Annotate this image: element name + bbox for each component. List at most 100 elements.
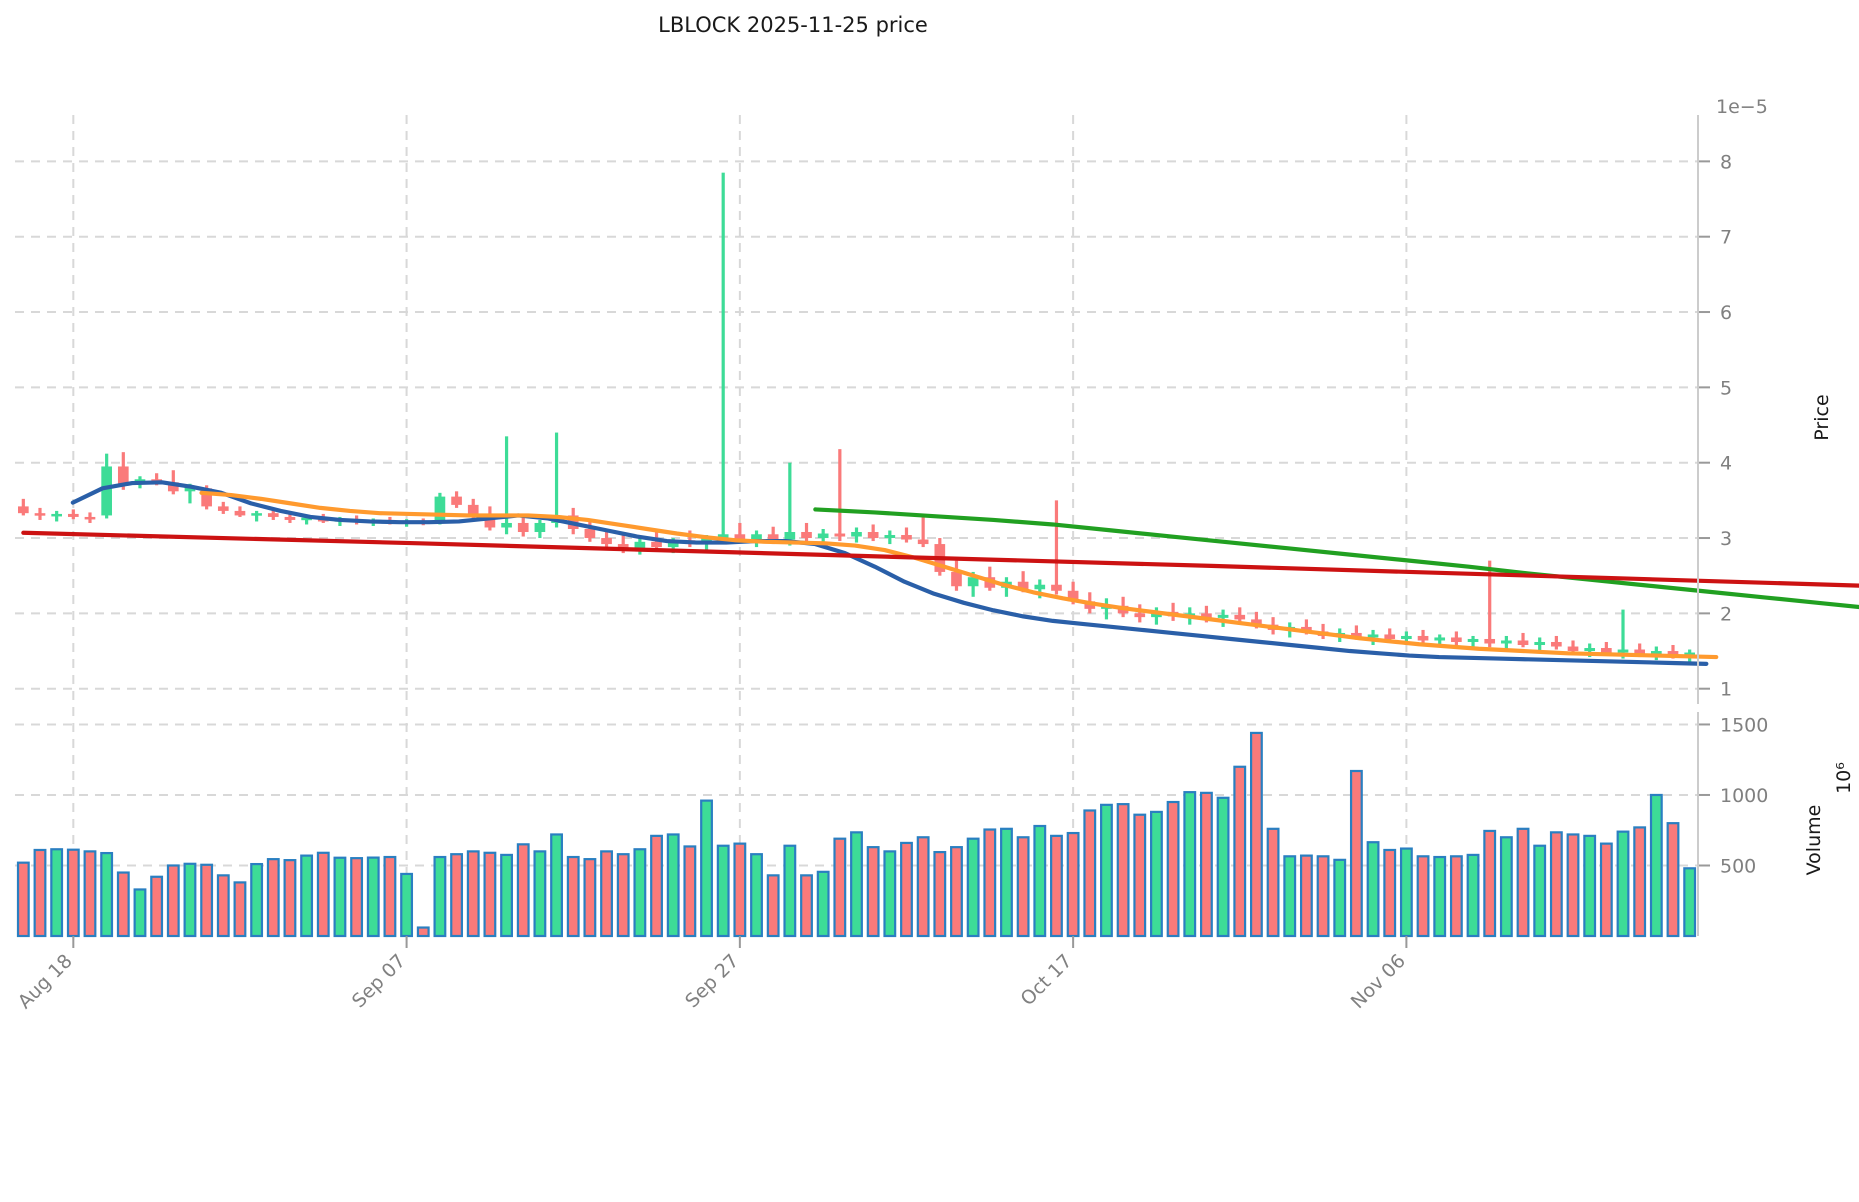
volume-tick-label: 1000 (1720, 785, 1768, 807)
volume-bar (383, 855, 397, 938)
price-tick-label: 2 (1720, 603, 1732, 625)
candle-body (801, 532, 812, 539)
candle-body (251, 513, 262, 516)
volume-bar (616, 853, 630, 938)
candlestick (467, 498, 479, 522)
candle-wick (1054, 500, 1059, 595)
candle-body (1501, 640, 1512, 644)
candle-body (267, 513, 279, 517)
candlestick (217, 501, 229, 514)
price-exponent-label: 1e−5 (1716, 96, 1768, 118)
volume-bar (1466, 853, 1480, 938)
volume-bar (1383, 848, 1397, 938)
candle-body (434, 496, 446, 523)
price-tick-label: 6 (1720, 302, 1732, 324)
candle-body (884, 535, 896, 539)
candle-body (1634, 649, 1646, 655)
candle-wick (921, 515, 925, 548)
candle-body (1417, 635, 1429, 641)
candle-body (951, 571, 962, 587)
volume-bar (1649, 793, 1663, 938)
candlestick (1467, 635, 1479, 650)
candle-body (1134, 613, 1146, 618)
candle-body (301, 517, 312, 521)
candle-body (834, 533, 846, 537)
candlestick (1434, 634, 1446, 648)
volume-bar (850, 831, 863, 938)
volume-bar (883, 850, 897, 938)
candle-wick (188, 483, 192, 504)
volume-bar (833, 837, 847, 938)
candle-body (1434, 637, 1446, 641)
candlestick (1501, 635, 1512, 652)
candle-wick (721, 172, 725, 545)
candlestick (917, 515, 929, 548)
volume-bar (1416, 855, 1430, 938)
candlestick (1034, 579, 1046, 599)
candle-wick (554, 432, 559, 528)
candle-body (901, 535, 912, 540)
volume-bar (1333, 858, 1347, 938)
volume-bar (783, 844, 797, 938)
volume-bar (950, 846, 963, 938)
candle-body (601, 538, 612, 545)
candlestick (1301, 619, 1312, 635)
candle-wick (1304, 619, 1309, 635)
volume-bar (1233, 765, 1247, 938)
volume-bar (1366, 841, 1380, 938)
candlestick (1234, 607, 1246, 624)
candlestick (1217, 609, 1229, 627)
volume-bar (200, 863, 214, 938)
candlestick (901, 527, 912, 543)
candlestick (284, 512, 296, 523)
volume-bar (550, 833, 563, 938)
candlestick (1451, 631, 1462, 646)
candle-body (467, 504, 479, 516)
volume-bar (566, 855, 580, 938)
volume-bar (1349, 769, 1363, 938)
candle-wick (621, 534, 625, 554)
volume-bar (966, 837, 980, 938)
candle-wick (1354, 625, 1359, 640)
candlestick (1601, 641, 1612, 655)
candle-body (1034, 584, 1046, 590)
volume-bar (633, 848, 647, 938)
volume-bar (350, 857, 364, 938)
volume-bar (400, 872, 414, 938)
volume-bar (1166, 800, 1180, 938)
candle-body (1584, 648, 1596, 652)
chart-title: LBLOCK 2025-11-25 price (658, 13, 928, 37)
volume-bar (666, 833, 680, 938)
volume-bar (1100, 803, 1113, 938)
candle-body (667, 540, 679, 548)
volume-bar (1016, 836, 1030, 938)
candlestick (1251, 611, 1262, 629)
candle-body (217, 506, 229, 511)
price-tick-label: 7 (1720, 227, 1732, 249)
price-candles-layer (17, 172, 1696, 662)
candlestick (1534, 637, 1546, 653)
candle-body (1351, 632, 1362, 638)
candle-body (817, 533, 829, 539)
candle-wick (504, 436, 509, 535)
candle-body (1017, 581, 1029, 590)
candlestick (634, 538, 646, 555)
price-tick-label: 1 (1720, 679, 1732, 701)
candlestick (967, 571, 979, 597)
volume-bar (1000, 827, 1013, 938)
candle-wick (688, 530, 692, 548)
candlestick (301, 515, 312, 525)
volume-bar (1683, 867, 1697, 938)
volume-bar (233, 881, 247, 938)
candlestick (501, 436, 512, 535)
candle-wick (1621, 609, 1625, 659)
candlestick (734, 522, 746, 542)
candle-body (484, 515, 496, 528)
volume-tick-label: 500 (1720, 855, 1756, 877)
candle-body (117, 466, 129, 486)
candle-body (1251, 619, 1262, 625)
volume-bar (150, 875, 164, 938)
candle-body (917, 539, 929, 545)
